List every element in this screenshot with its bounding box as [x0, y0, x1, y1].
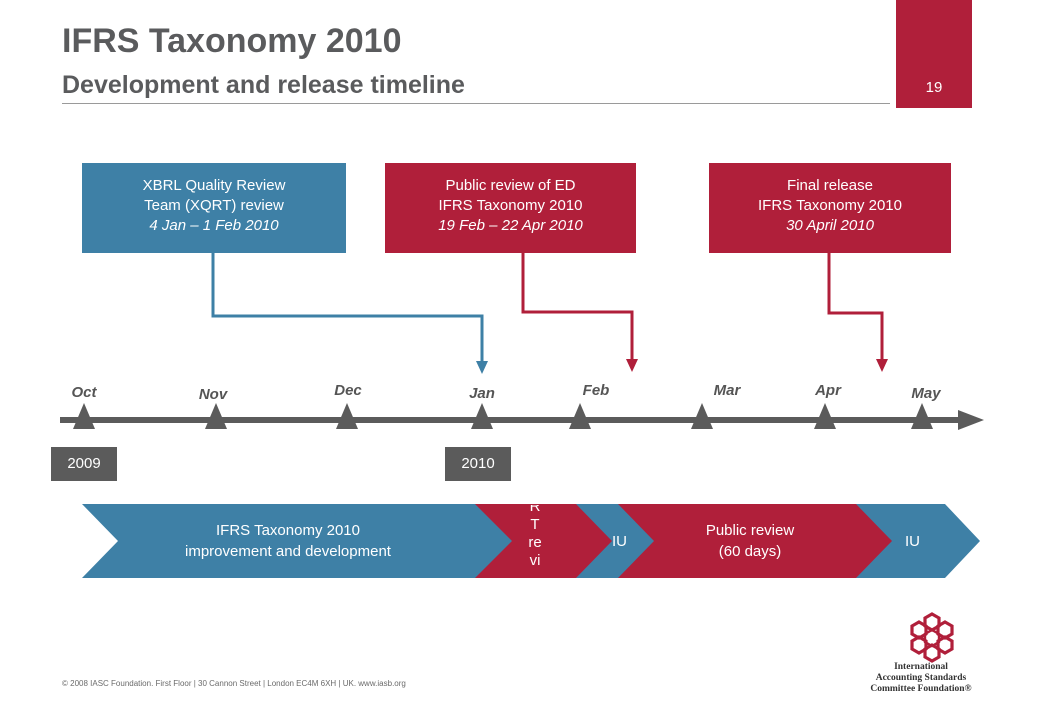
connector-public-review	[521, 253, 634, 360]
callout-public-review-dates: 19 Feb – 22 Apr 2010	[438, 217, 583, 234]
callout-final-release-line2: IFRS Taxonomy 2010	[758, 197, 902, 214]
callout-xqrt-line2: Team (XQRT) review	[144, 197, 284, 214]
phase-label-public-review: Public review (60 days)	[650, 520, 850, 562]
callout-xqrt-review: XBRL Quality Review Team (XQRT) review 4…	[82, 163, 346, 253]
phase-label-iu-1: IU	[612, 533, 627, 550]
callout-final-release: Final release IFRS Taxonomy 2010 30 Apri…	[709, 163, 951, 253]
phase-chevron-1	[82, 504, 512, 578]
logo-org-line3: Committee Foundation®	[870, 684, 972, 694]
phase-label-iu-2: IU	[905, 533, 920, 550]
phase-label-xqrt-line3: re	[528, 534, 542, 551]
callout-xqrt-line1: XBRL Quality Review	[142, 177, 286, 194]
month-label-may: May	[911, 385, 941, 402]
month-label-jan: Jan	[469, 385, 495, 402]
marker-jan	[471, 403, 493, 429]
page-number: 19	[925, 79, 943, 96]
marker-feb	[569, 403, 591, 429]
marker-apr	[814, 403, 836, 429]
marker-nov	[205, 403, 227, 429]
month-label-feb: Feb	[582, 382, 610, 399]
phase-chevron-2	[470, 504, 612, 578]
phase-label-xqrt-line4: vi	[529, 552, 541, 569]
callout-final-release-line1: Final release	[787, 177, 873, 194]
callout-public-review: Public review of ED IFRS Taxonomy 2010 1…	[385, 163, 636, 253]
logo-org-line2: Accounting Standards	[875, 673, 967, 683]
callout-xqrt-dates: 4 Jan – 1 Feb 2010	[149, 217, 279, 234]
connector-final-release-arrowhead	[876, 359, 888, 372]
month-label-mar: Mar	[713, 382, 741, 399]
logo-org-line1: International	[894, 662, 948, 672]
year-label-2009: 2009	[51, 447, 117, 481]
callout-public-review-line1: Public review of ED	[445, 177, 576, 194]
connector-xqrt	[211, 253, 484, 362]
phase-label-development-line2: improvement and development	[185, 543, 391, 560]
page-title: IFRS Taxonomy 2010	[62, 22, 402, 60]
marker-mar	[691, 403, 713, 429]
page-number-tab	[896, 0, 972, 108]
title-divider	[62, 103, 890, 104]
marker-oct	[73, 403, 95, 429]
phase-chevron-4	[610, 504, 892, 578]
marker-dec	[336, 403, 358, 429]
iasc-logo-icon	[910, 612, 954, 663]
timeline-axis-arrowhead	[958, 410, 984, 430]
year-label-2010: 2010	[445, 447, 511, 481]
month-label-oct: Oct	[71, 384, 97, 401]
month-label-dec: Dec	[334, 382, 362, 399]
callout-final-release-date: 30 April 2010	[786, 217, 874, 234]
phase-label-xqrt: R T re vi	[520, 505, 550, 578]
connector-final-release	[827, 253, 884, 360]
phase-label-public-review-line2: (60 days)	[718, 543, 782, 560]
month-label-apr: Apr	[815, 382, 841, 399]
phase-label-development-line1: IFRS Taxonomy 2010	[216, 522, 360, 539]
phase-label-xqrt-line2: T	[530, 516, 540, 533]
phase-label-development: IFRS Taxonomy 2010 improvement and devel…	[118, 520, 458, 562]
callout-public-review-line2: IFRS Taxonomy 2010	[438, 197, 583, 214]
phase-label-xqrt-line1: R	[529, 505, 541, 515]
connector-xqrt-arrowhead	[476, 361, 488, 374]
phase-label-public-review-line1: Public review	[705, 522, 795, 539]
month-label-nov: Nov	[198, 386, 228, 403]
iasc-logo-text: International Accounting Standards Commi…	[870, 662, 972, 695]
connector-public-review-arrowhead	[626, 359, 638, 372]
phase-chevron-5	[850, 504, 980, 578]
marker-may	[911, 403, 933, 429]
page-subtitle: Development and release timeline	[62, 71, 465, 99]
footer-copyright: © 2008 IASC Foundation. First Floor | 30…	[62, 679, 406, 688]
